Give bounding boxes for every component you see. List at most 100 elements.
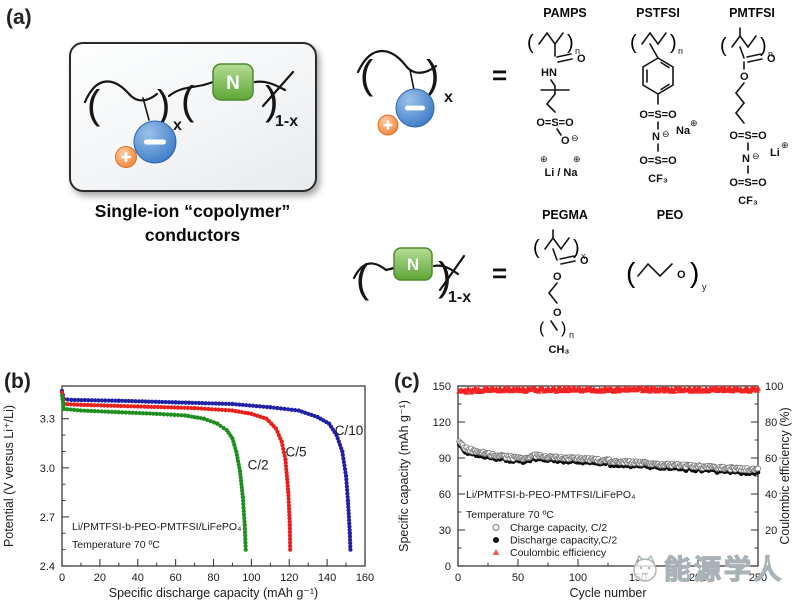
carbonyl-bond bbox=[746, 53, 762, 58]
x-subscript: x bbox=[581, 251, 586, 261]
structure-pegma: ( ) x O O O ( ) n CH₃ bbox=[533, 229, 589, 356]
close-paren: ) bbox=[561, 320, 566, 337]
bond bbox=[735, 112, 745, 124]
backbone-slash bbox=[261, 70, 295, 108]
x-tick-label: 80 bbox=[207, 572, 219, 584]
neutral-block-letter: N bbox=[226, 73, 240, 94]
y-axis-right-label: Coulombic efficiency (%) bbox=[778, 407, 792, 544]
structure-title-pstfsi: PSTFSI bbox=[636, 6, 680, 20]
y-tick-label: 120 bbox=[433, 417, 451, 429]
neutral-block-square bbox=[393, 247, 433, 281]
legend-filled-circle-icon bbox=[493, 537, 499, 543]
y-tick-label: 80 bbox=[765, 417, 777, 429]
close-paren: ) bbox=[157, 83, 170, 127]
one-minus-x-subscript: 1-x bbox=[448, 289, 471, 306]
open-paren: ( bbox=[626, 257, 636, 288]
bond bbox=[552, 248, 558, 261]
backbone-zigzag bbox=[544, 236, 570, 251]
series-C/2 bbox=[59, 393, 248, 552]
plus-charge-icon: ⊕ bbox=[781, 140, 789, 150]
axes bbox=[61, 385, 366, 567]
open-paren: ( bbox=[720, 35, 727, 57]
bond bbox=[735, 102, 745, 114]
equals-sign-row2: = bbox=[492, 258, 508, 288]
x-tick-label: 0 bbox=[455, 572, 461, 584]
y-tick-label: 40 bbox=[765, 489, 777, 501]
y-tick-label: 2.7 bbox=[40, 512, 55, 524]
x-tick-label: 250 bbox=[749, 572, 767, 584]
legend-label: Charge capacity, C/2 bbox=[510, 522, 607, 534]
x-tick-label: 20 bbox=[94, 572, 106, 584]
sulfonyl-group: O=S=O bbox=[639, 109, 677, 121]
x-tick-label: 140 bbox=[318, 572, 336, 584]
y-axis-label: Potential (V versus Li⁺/Li) bbox=[2, 405, 16, 547]
structure-pmtfsi: ( ) n O O O=S=O N ⊖ Li ⊕ O=S=O CF₃ bbox=[720, 27, 789, 207]
y-tick-label: 60 bbox=[439, 489, 451, 501]
rate-annotation: C/2 bbox=[248, 457, 269, 472]
x-tick-label: 50 bbox=[512, 572, 524, 584]
imide-nitrogen: N bbox=[652, 131, 660, 143]
bond bbox=[735, 82, 745, 94]
plus-charge-icon: ⊕ bbox=[540, 154, 548, 164]
bond bbox=[546, 93, 556, 105]
one-minus-x-subscript: 1-x bbox=[275, 113, 298, 130]
structure-pamps: ( ) n O HN O=S=O O ⊖ ⊕ ⊕ Li / Na bbox=[527, 31, 586, 179]
y-subscript: y bbox=[702, 282, 707, 292]
neutral-monomer-schematic: ( ) 1-x N bbox=[352, 247, 471, 306]
panel-a-caption: Single-ion “copolymer” conductors bbox=[55, 200, 330, 247]
monomer-backbone bbox=[352, 262, 396, 280]
caption-line-2: conductors bbox=[144, 224, 241, 245]
sulfonate-oxygen: O bbox=[561, 135, 570, 147]
y-tick-label: 20 bbox=[765, 525, 777, 537]
carbonyl-bond bbox=[559, 255, 575, 260]
bond bbox=[546, 103, 556, 113]
backbone-zigzag bbox=[731, 34, 757, 49]
ester-oxygen: O bbox=[553, 271, 562, 283]
monomer-backbone bbox=[432, 264, 460, 276]
y-tick-label: 3.3 bbox=[40, 414, 55, 426]
panel-c-label: (c) bbox=[394, 370, 420, 393]
structure-title-pamps: PAMPS bbox=[543, 6, 587, 20]
close-paren: ) bbox=[670, 32, 677, 54]
open-paren: ( bbox=[360, 53, 374, 97]
plus-charge-icon: ⊕ bbox=[690, 118, 698, 128]
sulfonyl-group: O=S=O bbox=[536, 117, 574, 129]
plus-icon bbox=[124, 152, 128, 162]
side-chain-bond bbox=[142, 97, 150, 121]
counter-cations: Li / Na bbox=[544, 167, 578, 179]
x-subscript: x bbox=[444, 89, 453, 106]
imide-nitrogen: N bbox=[742, 153, 750, 165]
polymer-backbone-right bbox=[253, 80, 287, 92]
series-charge-capacity bbox=[456, 438, 761, 474]
open-paren: ( bbox=[527, 32, 534, 54]
n-subscript: n bbox=[678, 46, 683, 56]
carbonyl-bond bbox=[557, 58, 573, 63]
x-tick-label: 100 bbox=[569, 572, 587, 584]
open-paren: ( bbox=[533, 237, 540, 259]
y-tick-label: 150 bbox=[433, 381, 451, 393]
side-chain-bond bbox=[409, 69, 415, 91]
minus-charge-icon: ⊖ bbox=[662, 129, 670, 139]
plus-charge-icon: ⊕ bbox=[573, 154, 581, 164]
rate-annotation: C/5 bbox=[285, 444, 306, 459]
open-paren: ( bbox=[181, 79, 195, 123]
close-paren: ) bbox=[567, 32, 574, 54]
open-paren: ( bbox=[87, 83, 101, 127]
x-tick-label: 40 bbox=[132, 572, 144, 584]
y-tick-label: 0 bbox=[765, 561, 771, 573]
x-axis-label: Cycle number bbox=[569, 586, 646, 600]
copolymer-schematic: ( ) x ( ) 1-x N bbox=[83, 63, 298, 168]
bond bbox=[649, 43, 659, 59]
backbone-zigzag bbox=[641, 31, 667, 46]
close-paren: ) bbox=[426, 53, 439, 97]
ring-double-bond bbox=[660, 83, 670, 91]
amide-group: HN bbox=[541, 67, 557, 79]
axes bbox=[457, 385, 759, 567]
structure-pstfsi: ( ) n O=S=O N ⊖ Na ⊕ O=S=O CF₃ bbox=[630, 31, 698, 185]
sulfonyl-group: O=S=O bbox=[639, 155, 677, 167]
ether-oxygen: O bbox=[677, 269, 686, 281]
x-tick-label: 160 bbox=[356, 572, 374, 584]
close-paren: ) bbox=[265, 79, 278, 123]
